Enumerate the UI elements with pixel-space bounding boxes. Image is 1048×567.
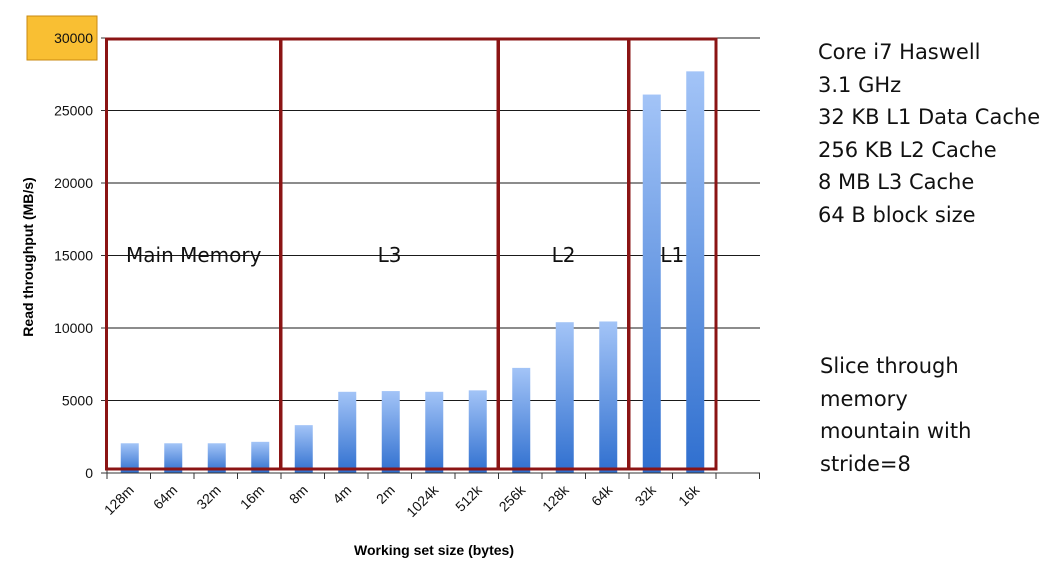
y-tick-label: 25000 <box>54 103 93 119</box>
highlighted-tick-box <box>26 15 98 61</box>
x-tick-label: 128m <box>101 482 137 518</box>
bars <box>120 71 705 474</box>
x-tick-label: 1024k <box>403 481 442 520</box>
bar-2m <box>381 391 400 473</box>
bar-4m <box>338 391 357 473</box>
y-tick-label: 10000 <box>54 320 93 336</box>
bar-64k <box>599 321 618 473</box>
spec-line: 8 MB L3 Cache <box>818 170 975 194</box>
x-tick-label: 32m <box>193 482 224 513</box>
bar-32k <box>642 94 661 474</box>
bar-16m <box>251 441 270 473</box>
x-tick-label: 2m <box>373 482 398 507</box>
slice-note: Slice through memory mountain with strid… <box>820 350 971 480</box>
x-tick-label: 64m <box>150 482 181 513</box>
region-label: L1 <box>660 243 684 267</box>
x-tick-label: 4m <box>329 482 354 507</box>
note-line: Slice through <box>820 354 959 378</box>
bar-32m <box>207 443 226 473</box>
x-tick-label: 32k <box>632 481 660 509</box>
x-tick-label: 8m <box>286 482 311 507</box>
bar-128m <box>120 443 139 473</box>
x-tick-label: 16k <box>675 481 703 509</box>
bar-128k <box>555 322 574 473</box>
processor-specs: Core i7 Haswell 3.1 GHz 32 KB L1 Data Ca… <box>818 36 1040 231</box>
gridlines <box>107 37 760 401</box>
region-label: L2 <box>552 243 576 267</box>
y-tick-label: 0 <box>85 465 93 481</box>
spec-line: Core i7 Haswell <box>818 40 981 64</box>
y-axis-title: Read throughput (MB/s) <box>20 177 36 336</box>
bar-256k <box>512 367 531 473</box>
bar-1024k <box>425 391 444 473</box>
bar-16k <box>686 71 705 473</box>
spec-line: 256 KB L2 Cache <box>818 137 997 162</box>
bar-8m <box>294 425 313 473</box>
x-tick-label: 16m <box>237 482 268 513</box>
y-tick-label: 20000 <box>54 175 93 191</box>
y-tick-label: 15000 <box>54 248 93 264</box>
x-tick-label: 256k <box>496 481 529 514</box>
x-tick-label: 128k <box>539 481 572 514</box>
spec-line: 64 B block size <box>818 202 976 227</box>
x-tick-label: 64k <box>588 481 616 509</box>
cache-regions: Main Memory L3 L2 L1 <box>105 37 718 471</box>
y-tick-labels: 0 5000 10000 15000 20000 25000 30000 <box>26 15 98 481</box>
throughput-chart: Main Memory L3 L2 L1 0 5000 10000 15000 20000 25… <box>20 15 760 558</box>
x-tick-label: 512k <box>452 481 485 514</box>
bar-64m <box>164 443 183 473</box>
bar-512k <box>468 390 487 473</box>
y-tick-label: 5000 <box>62 393 93 409</box>
spec-line: 32 KB L1 Data Cache <box>818 105 1041 129</box>
y-tick-label: 30000 <box>54 30 93 46</box>
spec-line: 3.1 GHz <box>818 72 902 97</box>
region-box-l1 <box>627 37 718 471</box>
note-line: stride=8 <box>820 451 911 476</box>
note-line: mountain with <box>820 419 972 443</box>
region-label: L3 <box>378 243 402 267</box>
x-axis-title: Working set size (bytes) <box>354 542 514 558</box>
region-label: Main Memory <box>126 243 262 267</box>
x-tick-labels: 128m 64m 32m 16m 8m 4m 2m 1024k 512k 256k 128k 64k 3… <box>101 481 703 520</box>
note-line: memory <box>820 386 908 411</box>
